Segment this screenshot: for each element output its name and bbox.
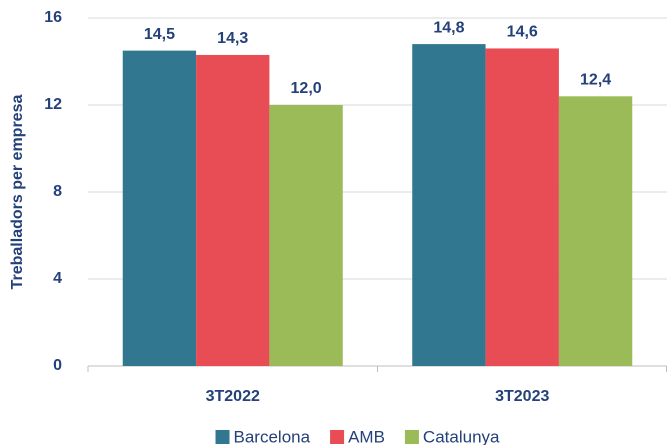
legend-label: Catalunya bbox=[423, 427, 500, 445]
value-label: 12,4 bbox=[580, 72, 611, 89]
bar bbox=[485, 48, 559, 366]
bar bbox=[558, 96, 633, 367]
value-label: 14,6 bbox=[507, 24, 538, 41]
bar bbox=[122, 50, 197, 366]
legend-swatch bbox=[215, 430, 230, 444]
value-label: 14,8 bbox=[433, 19, 464, 36]
bar bbox=[269, 105, 343, 366]
legend-label: AMB bbox=[348, 427, 385, 445]
y-tick-label: 16 bbox=[44, 9, 62, 26]
value-label: 14,5 bbox=[144, 26, 175, 43]
x-tick-label: 3T2022 bbox=[206, 388, 260, 405]
y-tick-label: 8 bbox=[53, 183, 62, 200]
legend-label: Barcelona bbox=[234, 427, 311, 445]
bar bbox=[196, 54, 270, 366]
y-axis-label: Treballadors per empresa bbox=[9, 95, 26, 290]
y-tick-label: 0 bbox=[53, 357, 62, 374]
legend-swatch bbox=[330, 430, 345, 444]
bar bbox=[412, 44, 486, 366]
value-label: 14,3 bbox=[217, 30, 248, 47]
y-tick-label: 12 bbox=[44, 96, 62, 113]
x-tick-label: 3T2023 bbox=[495, 388, 549, 405]
legend-swatch bbox=[404, 430, 419, 444]
y-tick-label: 4 bbox=[53, 270, 62, 287]
value-label: 12,0 bbox=[291, 80, 322, 97]
